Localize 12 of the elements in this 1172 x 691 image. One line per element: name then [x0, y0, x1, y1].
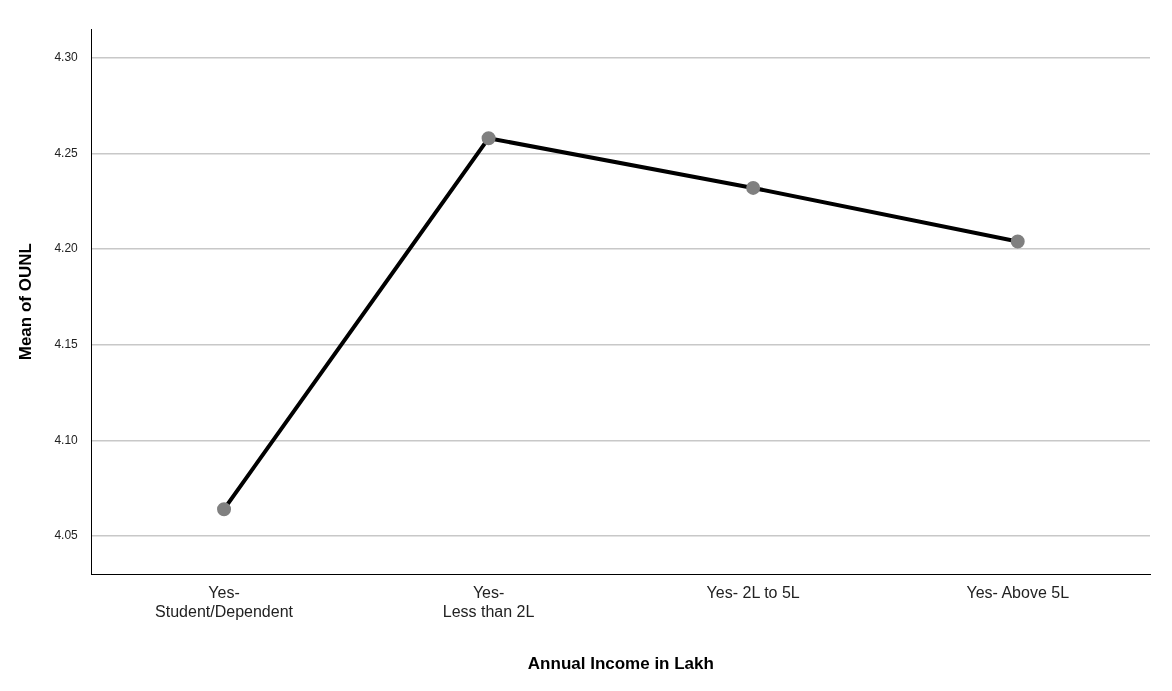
x-axis-title: Annual Income in Lakh: [527, 654, 714, 674]
y-tick-label: 4.15: [54, 337, 79, 352]
y-tick-label: 4.25: [54, 145, 79, 160]
y-axis-title: Mean of OUNL: [15, 243, 35, 361]
x-tick-label: Yes- 2L to 5L: [706, 584, 800, 602]
y-tick-label: 4.20: [54, 241, 79, 256]
x-tick-label: Yes- Above 5L: [966, 584, 1070, 602]
x-tick-label: Yes- Less than 2L: [442, 584, 535, 621]
y-tick-label: 4.30: [54, 50, 79, 65]
y-tick-label: 4.10: [54, 432, 79, 447]
x-tick-label: Yes- Student/Dependent: [155, 584, 294, 621]
y-tick-label: 4.05: [54, 528, 79, 543]
